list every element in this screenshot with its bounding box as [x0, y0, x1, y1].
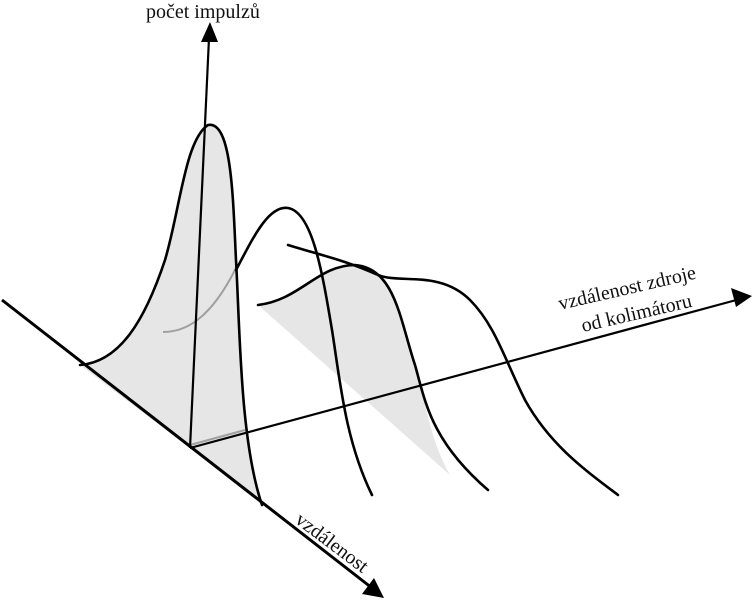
- curve-second-peak: [234, 206, 374, 497]
- distance-axis-label: vzdálenost: [291, 508, 373, 577]
- depth-axis-line: [189, 297, 741, 450]
- depth-axis-arrowhead: [731, 288, 752, 307]
- curve-rear-plateau: [286, 243, 620, 497]
- depth-axis-hidden-segment: [189, 429, 246, 446]
- curve-third-peak: [256, 263, 490, 492]
- distance-axis-arrowhead: [362, 578, 384, 598]
- curve-front-peak: [78, 123, 264, 507]
- vertical-axis-line: [188, 37, 211, 449]
- hidden-curve-segment: [162, 267, 237, 333]
- second-curve-shade: [258, 265, 450, 475]
- first-curve-shade: [80, 124, 262, 505]
- vertical-axis-arrowhead: [201, 22, 218, 42]
- distance-axis-line: [1, 298, 373, 590]
- vertical-axis-label: počet impulzů: [146, 1, 260, 23]
